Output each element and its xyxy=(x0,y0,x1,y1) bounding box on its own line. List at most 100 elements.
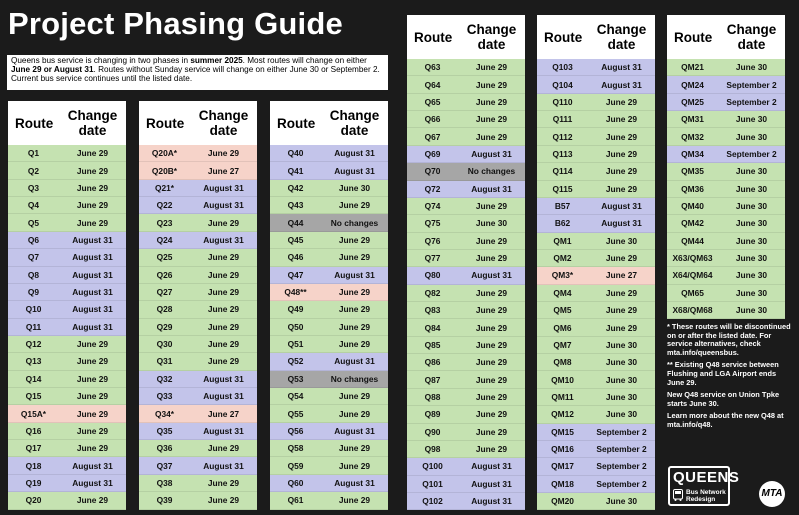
footnote-discontinued: * These routes will be discontinued on o… xyxy=(667,322,791,357)
change-date-cell: August 31 xyxy=(72,304,113,315)
header-change-date: Change date xyxy=(596,22,647,52)
route-cell: Q22 xyxy=(156,200,173,211)
table-row: Q64 June 29 xyxy=(407,76,525,94)
table-row: Q16 June 29 xyxy=(8,422,126,441)
table-row: Q25 June 29 xyxy=(139,249,257,267)
table-row: Q53 No changes xyxy=(270,370,388,389)
route-cell: Q1 xyxy=(27,148,40,159)
change-date-cell: June 30 xyxy=(735,218,768,229)
header-change-date: Change date xyxy=(67,108,118,138)
route-cell: Q54 xyxy=(287,391,304,402)
change-date-cell: August 31 xyxy=(203,234,244,245)
change-date-cell: June 30 xyxy=(605,409,638,420)
route-cell: Q8 xyxy=(27,269,40,280)
change-date-cell: June 29 xyxy=(207,495,240,506)
change-date-cell: August 31 xyxy=(601,62,642,73)
change-date-cell: June 29 xyxy=(605,96,638,107)
route-cell: Q98 xyxy=(424,444,441,455)
route-cell: Q4 xyxy=(27,200,40,211)
route-cell: Q13 xyxy=(25,356,42,367)
table-row: Q48** June 29 xyxy=(270,283,388,302)
table-row: Q30 June 29 xyxy=(139,335,257,354)
table-row: Q3 June 29 xyxy=(8,179,126,198)
table-row: Q49 June 29 xyxy=(270,301,388,319)
route-cell: Q67 xyxy=(424,131,441,142)
table-row: QM12 June 30 xyxy=(537,406,655,424)
table-row: Q23 June 29 xyxy=(139,214,257,232)
route-cell: Q114 xyxy=(552,166,573,177)
route-cell: Q70 xyxy=(424,166,441,177)
route-cell: Q20 xyxy=(25,495,42,506)
logo-line-2: Redesign xyxy=(686,496,716,503)
table-row: X63/QM63 June 30 xyxy=(667,249,785,268)
table-row: Q8 August 31 xyxy=(8,266,126,284)
table-row: QM36 June 30 xyxy=(667,180,785,198)
table-row: QM16 September 2 xyxy=(537,440,655,459)
route-cell: Q76 xyxy=(424,235,441,246)
table-row: Q101 August 31 xyxy=(407,475,525,493)
change-date-cell: August 31 xyxy=(334,165,375,176)
route-cell: Q63 xyxy=(424,62,441,73)
route-cell: Q43 xyxy=(287,200,304,211)
route-cell: Q7 xyxy=(27,252,40,263)
route-cell: Q48** xyxy=(284,287,307,298)
header-route: Route xyxy=(414,29,453,45)
route-cell: Q6 xyxy=(27,234,40,245)
route-cell: Q80 xyxy=(424,270,441,281)
route-cell: Q111 xyxy=(552,114,573,125)
change-date-cell: June 29 xyxy=(475,339,508,350)
table-row: Q111 June 29 xyxy=(537,111,655,129)
route-cell: Q18 xyxy=(25,460,42,471)
change-date-cell: June 29 xyxy=(475,79,508,90)
change-date-cell: June 30 xyxy=(605,496,638,507)
route-cell: Q36 xyxy=(156,443,173,454)
table-row: Q27 June 29 xyxy=(139,283,257,302)
header-route: Route xyxy=(146,115,185,131)
table-row: Q45 June 29 xyxy=(270,231,388,250)
route-cell: Q64 xyxy=(424,79,441,90)
route-cell: QM7 xyxy=(553,339,572,350)
change-date-cell: August 31 xyxy=(471,496,512,507)
table-row: X68/QM68 June 30 xyxy=(667,302,785,320)
route-cell: B57 xyxy=(554,201,571,212)
header-change-date: Change date xyxy=(329,108,380,138)
table-row: QM65 June 30 xyxy=(667,284,785,303)
change-date-cell: June 29 xyxy=(605,166,638,177)
route-cell: Q38 xyxy=(156,478,173,488)
intro-bold-2: June 29 or August 31 xyxy=(11,65,94,75)
change-date-cell: June 29 xyxy=(475,392,508,402)
route-cell: Q60 xyxy=(287,478,304,488)
change-date-cell: June 29 xyxy=(207,148,240,159)
route-cell: Q101 xyxy=(422,478,443,489)
header-route: Route xyxy=(544,29,583,45)
route-cell: Q104 xyxy=(552,79,573,90)
change-date-cell: June 29 xyxy=(207,356,240,367)
route-cell: QM25 xyxy=(681,96,704,107)
table-row: Q61 June 29 xyxy=(270,492,388,510)
route-cell: Q34* xyxy=(154,408,175,419)
change-date-cell: June 30 xyxy=(605,235,638,246)
table-row: Q75 June 30 xyxy=(407,215,525,233)
change-date-cell: June 29 xyxy=(475,287,508,298)
route-cell: Q25 xyxy=(156,252,173,263)
route-cell: Q31 xyxy=(156,356,173,367)
intro-part-1: Queens bus service is changing in two ph… xyxy=(11,56,191,65)
change-date-cell: June 29 xyxy=(475,444,508,455)
route-cell: Q15A* xyxy=(20,408,47,419)
route-cell: Q15 xyxy=(25,391,42,402)
change-date-cell: August 31 xyxy=(72,252,113,263)
change-date-cell: August 31 xyxy=(203,460,244,471)
table-row: Q15A* June 29 xyxy=(8,405,126,423)
table-row: QM11 June 30 xyxy=(537,388,655,407)
table-row: Q58 June 29 xyxy=(270,440,388,458)
change-date-cell: June 29 xyxy=(475,426,508,437)
route-cell: Q82 xyxy=(424,287,441,298)
table-row: QM6 June 29 xyxy=(537,319,655,337)
change-date-cell: June 29 xyxy=(207,269,240,280)
table-row: Q20B* June 27 xyxy=(139,162,257,180)
table-row: Q19 August 31 xyxy=(8,474,126,493)
change-date-cell: June 30 xyxy=(735,253,768,264)
route-cell: Q102 xyxy=(422,496,443,507)
table-row: Q50 June 29 xyxy=(270,318,388,336)
change-date-cell: June 29 xyxy=(475,114,508,125)
